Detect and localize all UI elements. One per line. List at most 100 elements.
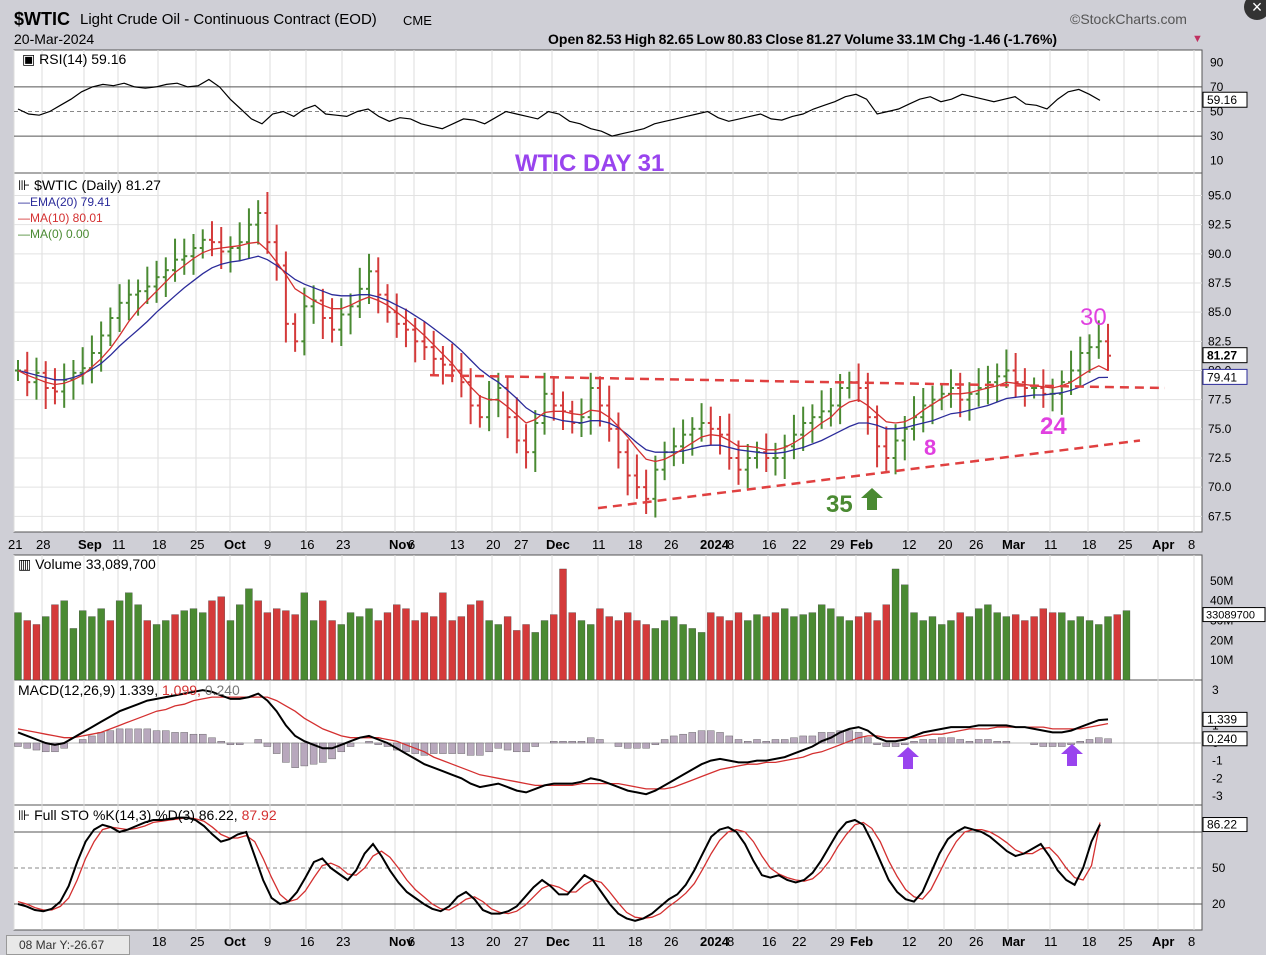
count-label-35: 35 [826, 491, 853, 518]
price-bar [255, 200, 262, 245]
macd-histogram-bar [1085, 739, 1094, 744]
volume-bar [328, 620, 336, 681]
price-bar [338, 298, 345, 346]
volume-bar [577, 620, 586, 681]
x-tick-label-bottom: 16 [300, 934, 314, 949]
volume-bar [891, 568, 900, 681]
macd-histogram-bar [642, 742, 650, 749]
volume-bar [919, 620, 927, 681]
price-tick-label: 70.0 [1208, 480, 1232, 494]
ma0-legend: —MA(0) 0.00 [18, 227, 90, 241]
macd-histogram-bar [337, 742, 346, 753]
volume-bar [402, 608, 410, 681]
volume-bar [1039, 608, 1047, 681]
macd-histogram-bar [439, 742, 447, 754]
macd-histogram-bar [725, 735, 733, 744]
volume-bar [476, 600, 484, 681]
price-bar [550, 376, 557, 421]
macd-histogram-bar [420, 742, 429, 756]
volume-bar [115, 600, 124, 681]
macd-histogram-bar [328, 742, 336, 760]
volume-bar [383, 612, 392, 681]
macd-histogram-bar [531, 742, 539, 747]
volume-bar [106, 620, 115, 681]
macd-histogram-bar [429, 742, 438, 754]
x-tick-label-bottom: 26 [664, 934, 678, 949]
price-bar [190, 234, 197, 275]
price-bar [329, 298, 336, 343]
volume-bar [23, 620, 31, 681]
price-bar [1086, 334, 1093, 373]
source-label: ©StockCharts.com [1070, 11, 1187, 27]
macd-histogram-bar [14, 742, 22, 747]
volume-bar [189, 608, 198, 681]
volume-bar [697, 632, 706, 681]
volume-tick-label: 40M [1210, 594, 1233, 608]
price-bar [24, 351, 31, 397]
volume-bar [614, 620, 623, 681]
volume-bar [1058, 612, 1066, 681]
x-tick-label-bottom: Dec [546, 934, 570, 949]
volume-bar [199, 612, 207, 681]
volume-bar [1021, 620, 1029, 681]
x-tick-label-bottom: 20 [486, 934, 500, 949]
macd-histogram-bar [171, 732, 179, 744]
macd-histogram-bar [1076, 741, 1084, 744]
x-tick-label: 8 [1188, 537, 1195, 552]
price-bar [883, 426, 890, 471]
x-tick-label-bottom: 18 [628, 934, 642, 949]
volume-bar [365, 608, 373, 681]
ma10-legend: —MA(10) 80.01 [18, 211, 103, 225]
macd-histogram-bar [374, 742, 382, 745]
price-bar [153, 260, 160, 303]
volume-bar [430, 616, 438, 681]
macd-histogram-bar [891, 742, 900, 747]
macd-histogram-bar [97, 732, 105, 744]
x-tick-label-bottom: 16 [762, 934, 776, 949]
macd-histogram-bar [716, 732, 724, 744]
volume-bar [42, 616, 50, 681]
macd-histogram-bar [476, 742, 484, 756]
x-tick-label-bottom: 26 [969, 934, 983, 949]
close-value-box [1202, 347, 1248, 364]
date-label: 20-Mar-2024 [14, 31, 95, 47]
price-bar [1077, 336, 1084, 387]
volume-bar [337, 624, 345, 681]
macd-histogram-bar [670, 735, 678, 744]
x-tick-label-bottom: Feb [850, 934, 873, 949]
price-bar [800, 406, 807, 451]
x-tick-label: Dec [546, 537, 570, 552]
rsi-tick-label: 10 [1210, 154, 1224, 168]
volume-bar [457, 616, 466, 681]
macd-histogram-bar [32, 742, 41, 751]
volume-bar [1113, 614, 1121, 681]
volume-bar [679, 624, 687, 681]
volume-bar [1104, 616, 1112, 681]
macd-histogram-bar [1095, 737, 1103, 744]
x-tick-label: Feb [850, 537, 873, 552]
volume-bar [707, 612, 715, 681]
x-tick-label-bottom: 11 [592, 934, 606, 949]
x-tick-label: 21 [8, 537, 22, 552]
sto-value-label: 86.22 [1207, 818, 1237, 832]
macd-histogram-bar [651, 742, 660, 745]
rsi-title: ▣ RSI(14) 59.16 [22, 51, 126, 67]
macd-histogram-bar [152, 730, 161, 744]
volume-bar [319, 600, 327, 681]
x-tick-label-bottom: Oct [224, 934, 246, 949]
price-bar [1040, 369, 1047, 408]
macd-histogram-bar [365, 741, 373, 744]
x-tick-label: 9 [264, 537, 271, 552]
price-bar [172, 238, 179, 282]
close-button[interactable]: × [1244, 0, 1266, 20]
macd-histogram-bar [845, 730, 854, 744]
x-tick-label: Oct [224, 537, 246, 552]
volume-bar [32, 624, 41, 681]
macd-histogram-bar [466, 742, 475, 756]
macd-histogram-bar [753, 739, 761, 744]
x-tick-label-bottom: Nov [389, 934, 414, 949]
volume-bar [688, 628, 696, 681]
macd-histogram-bar [919, 739, 927, 744]
macd-histogram-bar [208, 737, 216, 744]
volume-bar [781, 608, 789, 681]
